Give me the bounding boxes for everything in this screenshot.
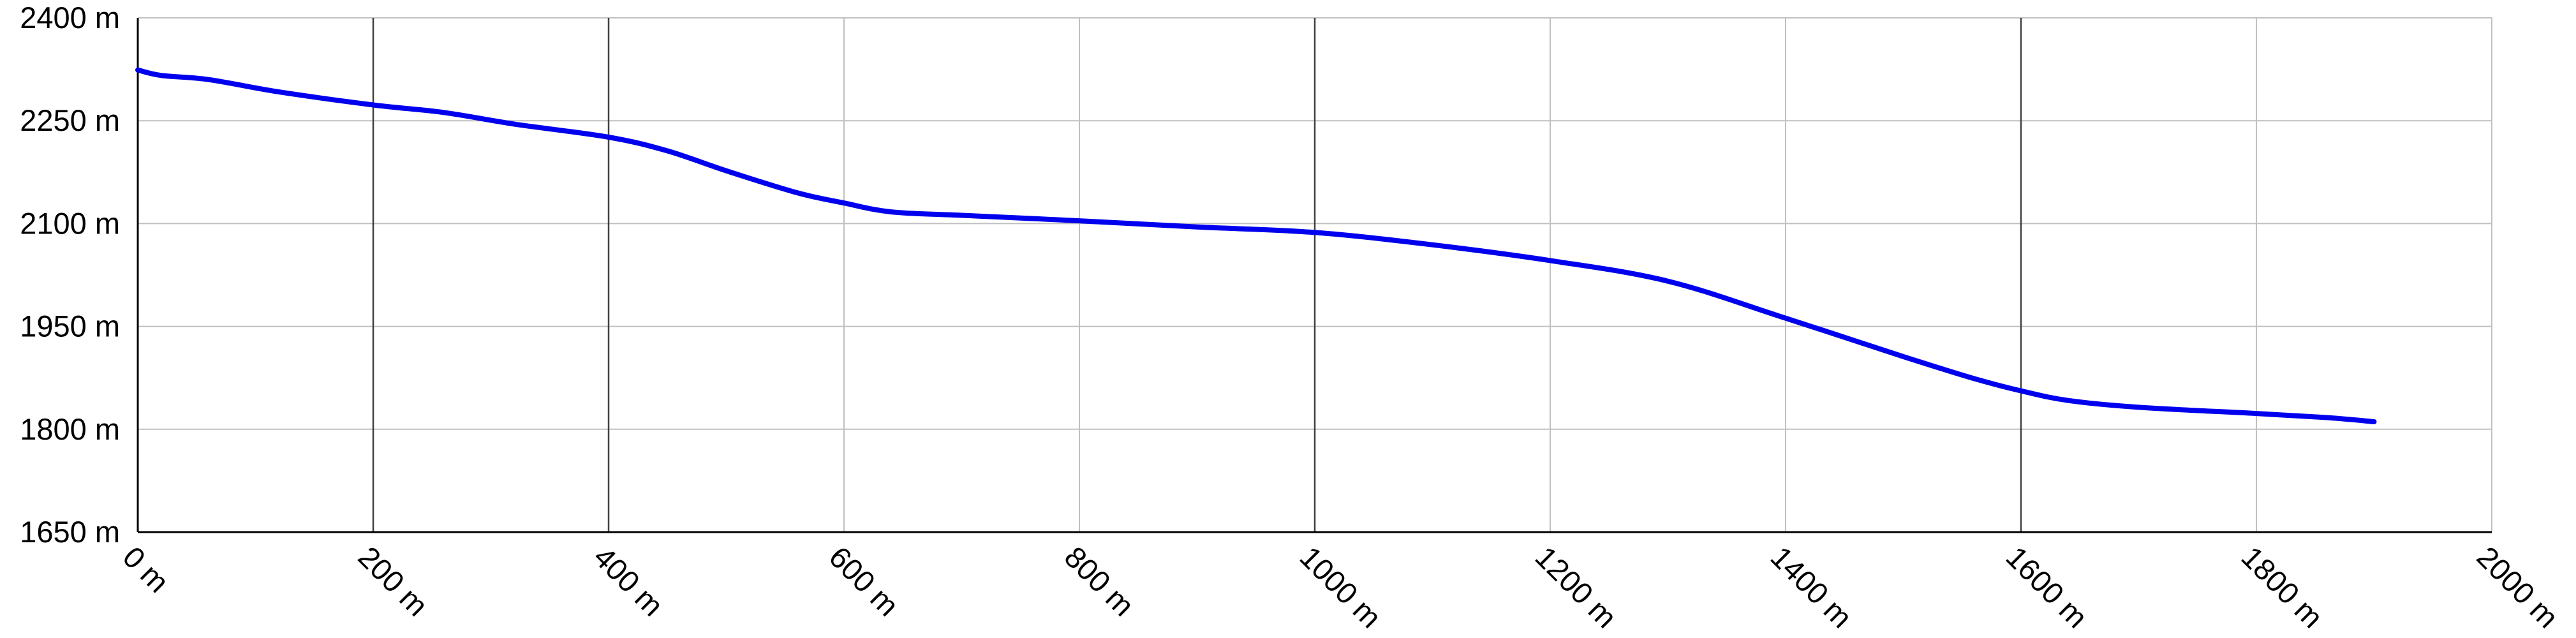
x-tick-label: 200 m: [352, 540, 435, 623]
x-tick-label: 1400 m: [1765, 540, 1859, 634]
x-tick-label: 800 m: [1058, 540, 1141, 623]
x-tick-label: 1600 m: [2000, 540, 2094, 634]
y-tick-label: 1650 m: [20, 515, 120, 549]
y-tick-label: 1800 m: [20, 412, 120, 446]
grid-layer: [138, 17, 2492, 532]
x-tick-label: 1200 m: [1529, 540, 1624, 634]
x-tick-label: 0 m: [117, 540, 176, 599]
x-tick-label: 1000 m: [1294, 540, 1388, 634]
x-tick-label: 1800 m: [2235, 540, 2330, 634]
y-tick-label: 2400 m: [20, 1, 120, 34]
axis-layer: [137, 18, 2492, 533]
y-tick-label: 1950 m: [20, 309, 120, 343]
x-tick-label: 400 m: [588, 540, 670, 623]
x-tick-labels: 0 m 200 m 400 m 600 m 800 m 1000 m 1200 m 1400 …: [117, 540, 2565, 634]
y-tick-label: 2100 m: [20, 206, 120, 240]
elevation-series-line: [135, 67, 2377, 424]
series-layer: [135, 67, 2377, 424]
y-tick-label: 2250 m: [20, 103, 120, 137]
y-tick-labels: 1650 m 1800 m 1950 m 2100 m 2250 m 2400 m: [20, 1, 120, 549]
x-tick-label: 2000 m: [2471, 540, 2565, 634]
x-tick-label: 600 m: [823, 540, 906, 623]
